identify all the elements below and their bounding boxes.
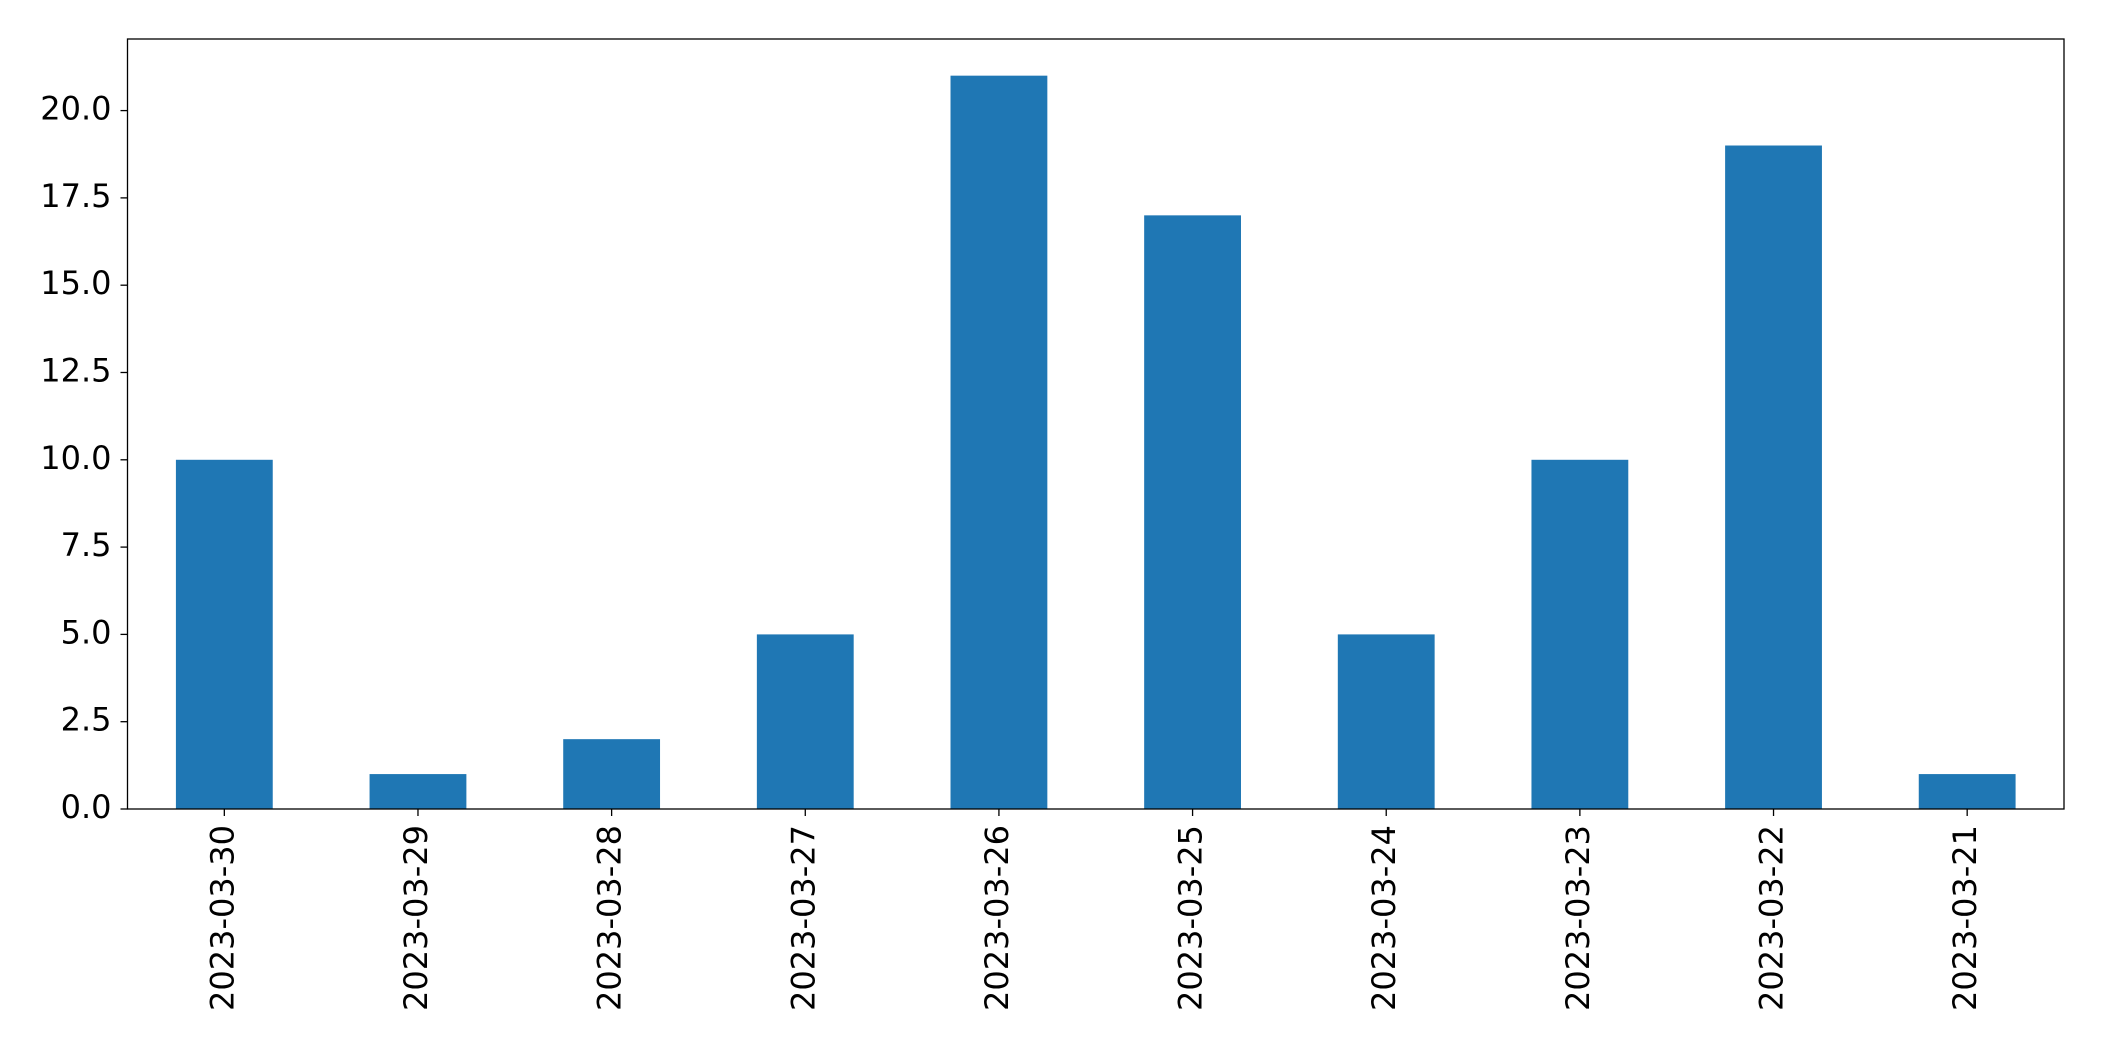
y-tick-label: 20.0 bbox=[40, 90, 111, 128]
x-tick-label: 2023-03-29 bbox=[397, 825, 435, 1011]
bar bbox=[369, 774, 467, 809]
bar bbox=[756, 634, 854, 809]
x-tick-label: 2023-03-28 bbox=[591, 825, 629, 1011]
x-tick-label: 2023-03-30 bbox=[203, 825, 241, 1011]
x-tick-label: 2023-03-24 bbox=[1365, 825, 1403, 1011]
bar bbox=[175, 459, 273, 809]
bar bbox=[1337, 634, 1435, 809]
bar bbox=[563, 739, 661, 809]
bar bbox=[1531, 459, 1629, 809]
x-tick-label: 2023-03-21 bbox=[1946, 825, 1984, 1011]
x-tick-label: 2023-03-27 bbox=[784, 825, 822, 1011]
x-tick-label: 2023-03-26 bbox=[978, 825, 1016, 1011]
x-tick-label: 2023-03-22 bbox=[1753, 825, 1791, 1011]
y-tick-label: 15.0 bbox=[40, 264, 111, 302]
y-tick-label: 5.0 bbox=[61, 613, 112, 651]
x-tick-label: 2023-03-25 bbox=[1172, 825, 1210, 1011]
bar bbox=[1918, 774, 2016, 809]
y-tick-label: 0.0 bbox=[61, 788, 112, 826]
y-tick-label: 10.0 bbox=[40, 439, 111, 477]
y-tick-label: 17.5 bbox=[40, 177, 111, 215]
x-tick-label: 2023-03-23 bbox=[1559, 825, 1597, 1011]
axes-frame bbox=[126, 38, 2065, 810]
bar bbox=[1144, 215, 1241, 809]
bar bbox=[950, 75, 1048, 809]
y-tick-label: 7.5 bbox=[61, 526, 112, 564]
y-tick-label: 2.5 bbox=[61, 701, 112, 739]
y-tick-label: 12.5 bbox=[40, 351, 111, 389]
bar bbox=[1725, 145, 1822, 809]
